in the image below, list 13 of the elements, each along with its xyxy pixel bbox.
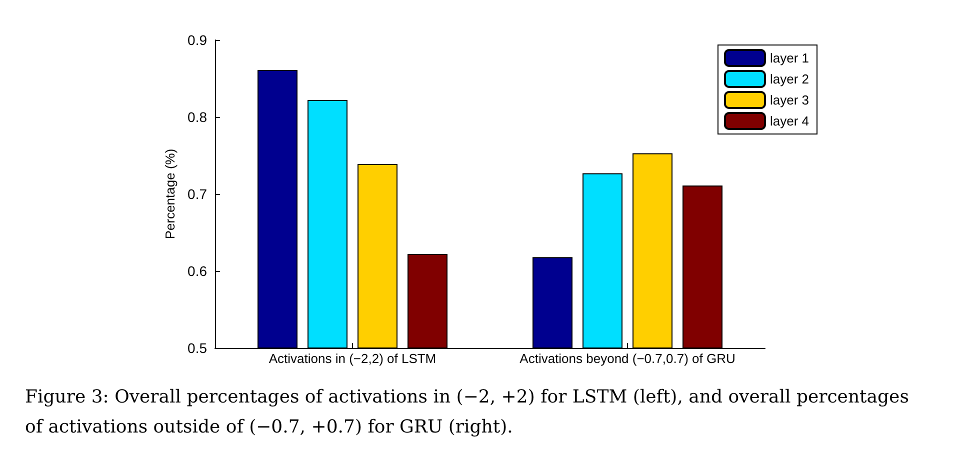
y-tick-label: 0.9: [188, 32, 208, 48]
caption: Figure 3: Overall percentages of activations in (−2, +2) for LSTM (left), and overall percentages of activations outside of (−0.7, +0.7) for GRU (right).: [25, 386, 915, 438]
y-axis-title: Percentage (%): [162, 148, 178, 240]
legend-label: layer 4: [770, 114, 810, 128]
legend-label: layer 1: [770, 50, 810, 66]
legend-label: layer 2: [770, 72, 810, 86]
y-tick-label: 0.7: [188, 186, 208, 202]
legend-label: layer 3: [770, 92, 810, 108]
y-tick-label: 0.8: [188, 109, 208, 125]
x-tick-label: Activations in (−2,2) of LSTM: [268, 351, 436, 366]
y-tick-label: 0.6: [188, 263, 208, 279]
x-tick-label: Activations beyond (−0.7,0.7) of GRU: [520, 351, 736, 366]
y-tick-label: 0.5: [188, 340, 208, 356]
